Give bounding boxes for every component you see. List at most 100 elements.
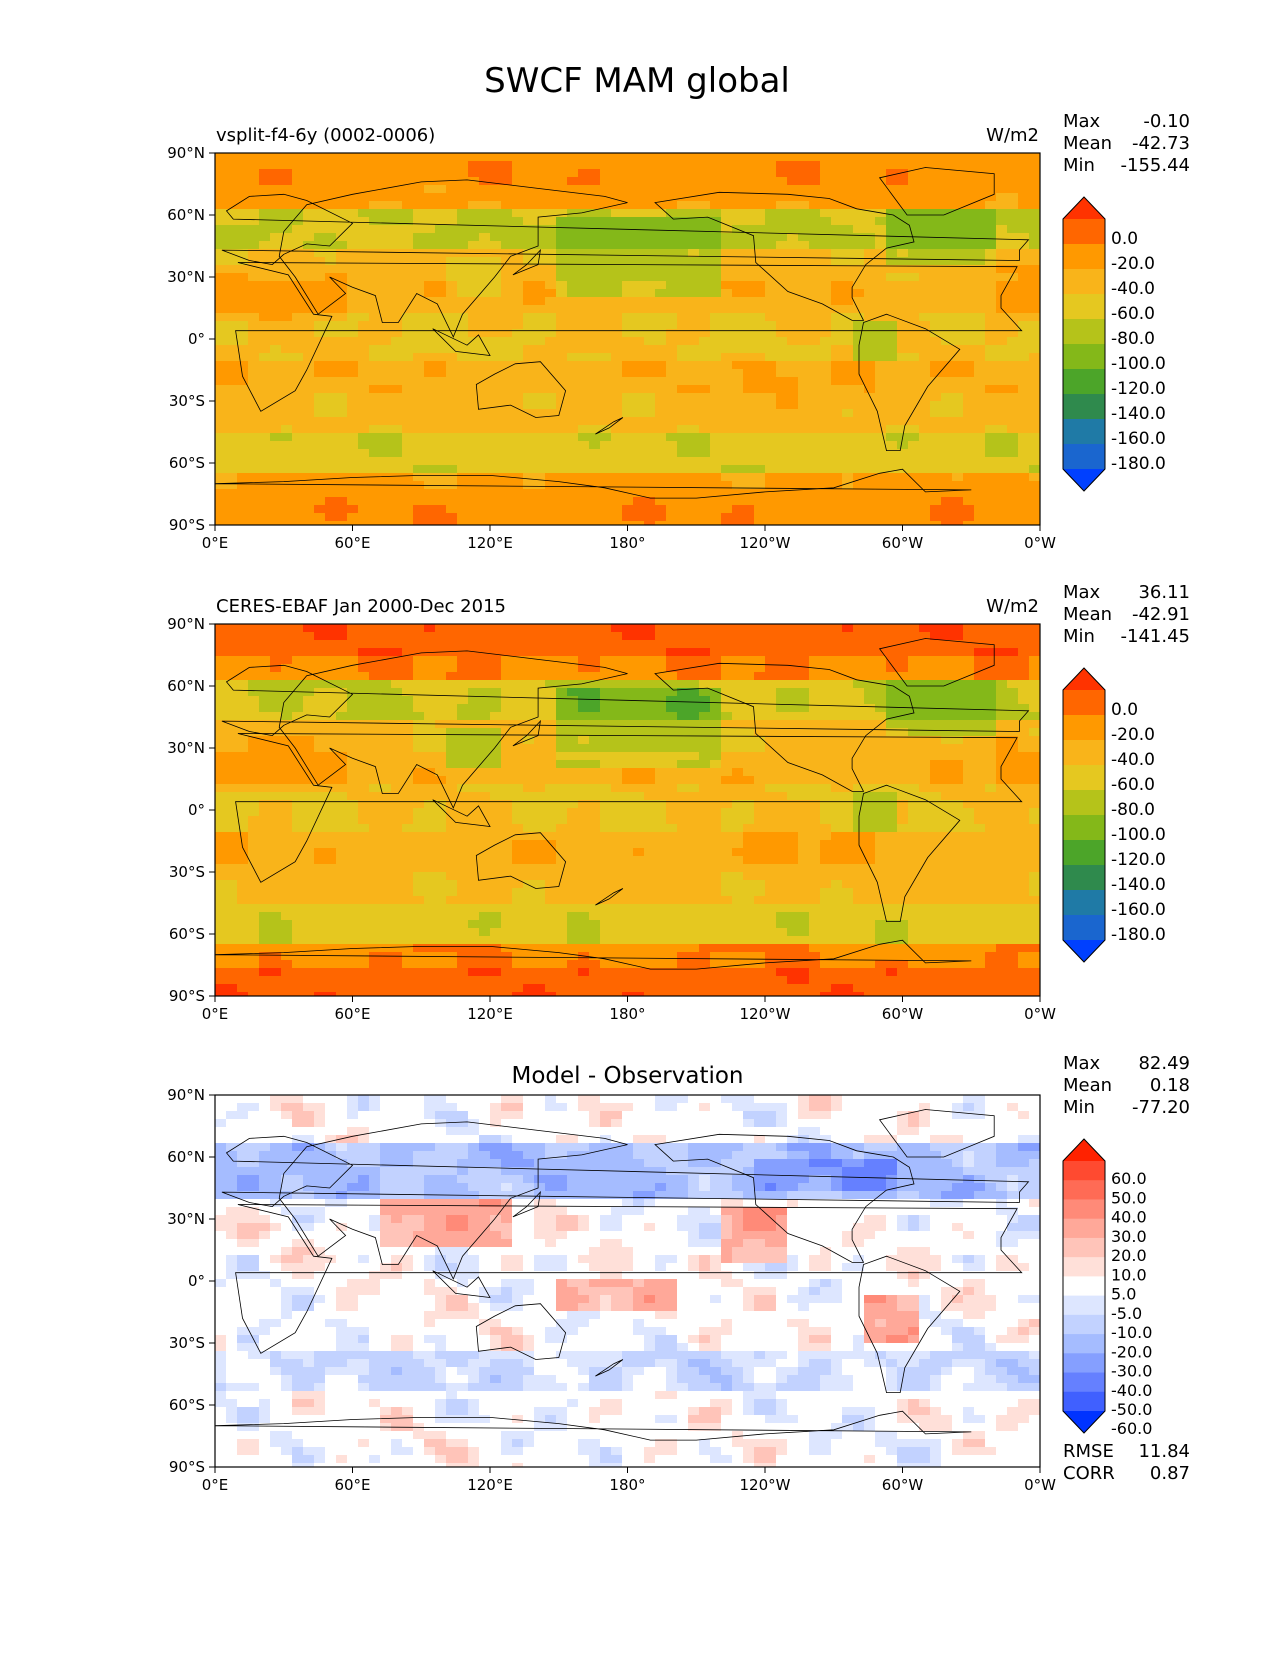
stat-value: -141.45 [1121,626,1190,647]
map-field [215,153,1041,530]
colorbar-swatch [1063,668,1105,690]
stat-label: Min [1063,1097,1095,1118]
colorbar-swatch [1063,394,1105,419]
colorbar-swatch [1063,369,1105,394]
colorbar-tick-label: 0.0 [1111,229,1138,249]
colorbar-swatch [1063,715,1105,740]
colorbar-tick-label: -140.0 [1111,875,1166,895]
colorbar-swatch [1063,940,1105,962]
colorbar-tick-label: -40.0 [1111,750,1155,770]
colorbar-tick-label: 10.0 [1111,1265,1147,1284]
stat-label: Max [1063,1053,1101,1074]
colorbar-swatch [1063,1315,1105,1335]
footer-stat-label: CORR [1063,1463,1115,1484]
y-tick-label: 60°N [167,677,205,695]
colorbar-swatch [1063,790,1105,815]
colorbar-swatch [1063,1276,1105,1296]
colorbar-swatch [1063,469,1105,491]
colorbar: 0.0-20.0-40.0-60.0-80.0-100.0-120.0-140.… [1063,197,1166,491]
stat-value: -155.44 [1121,155,1190,176]
y-tick-label: 30°N [167,1210,205,1228]
x-tick-label: 120°W [740,534,791,552]
x-tick-label: 180° [609,1005,645,1023]
y-tick-label: 90°S [169,516,205,534]
colorbar-swatch [1063,815,1105,840]
colorbar-tick-label: 30.0 [1111,1227,1147,1246]
footer-stat-value: 0.87 [1150,1463,1190,1484]
stat-value: 36.11 [1138,582,1190,603]
colorbar-tick-label: -50.0 [1111,1400,1152,1419]
stat-label: Min [1063,626,1095,647]
footer-stat-value: 11.84 [1138,1441,1190,1462]
units-label: W/m2 [986,125,1039,146]
stat-value: 82.49 [1138,1053,1190,1074]
colorbar-swatch [1063,740,1105,765]
colorbar-tick-label: -80.0 [1111,800,1155,820]
y-tick-label: 90°S [169,1458,205,1476]
colorbar-tick-label: -160.0 [1111,429,1166,449]
y-tick-label: 60°N [167,206,205,224]
colorbar-swatch [1063,1238,1105,1258]
panel-title: Model - Observation [511,1063,743,1089]
x-tick-label: 120°W [740,1005,791,1023]
y-tick-label: 90°N [167,144,205,162]
colorbar-swatch [1063,244,1105,269]
colorbar-swatch [1063,319,1105,344]
colorbar-tick-label: -60.0 [1111,304,1155,324]
stat-label: Mean [1063,133,1112,154]
colorbar-swatch [1063,269,1105,294]
x-tick-label: 120°E [467,1476,513,1494]
panel-title: CERES-EBAF Jan 2000-Dec 2015 [216,596,506,617]
colorbar-tick-label: -140.0 [1111,404,1166,424]
y-tick-label: 0° [188,1272,205,1290]
x-tick-label: 60°W [882,1005,924,1023]
stat-value: 0.18 [1150,1075,1190,1096]
colorbar-swatch [1063,690,1105,715]
colorbar-swatch [1063,1296,1105,1316]
colorbar-tick-label: -40.0 [1111,279,1155,299]
colorbar-tick-label: 60.0 [1111,1169,1147,1188]
stat-label: Max [1063,111,1101,132]
stat-label: Max [1063,582,1101,603]
colorbar-tick-label: -120.0 [1111,850,1166,870]
colorbar-swatch [1063,1139,1105,1161]
colorbar-swatch [1063,219,1105,244]
stat-value: -0.10 [1143,111,1190,132]
units-label: W/m2 [986,596,1039,617]
x-tick-label: 0°W [1024,1005,1056,1023]
map-field [215,624,1041,1001]
colorbar-tick-label: -40.0 [1111,1381,1152,1400]
colorbar-tick-label: -20.0 [1111,1342,1152,1361]
colorbar-tick-label: 5.0 [1111,1285,1136,1304]
x-tick-label: 180° [609,534,645,552]
y-tick-label: 90°N [167,615,205,633]
y-tick-label: 0° [188,801,205,819]
x-tick-label: 0°E [202,1476,229,1494]
colorbar-swatch [1063,1219,1105,1239]
colorbar-tick-label: -180.0 [1111,925,1166,945]
x-tick-label: 60°E [334,1476,370,1494]
colorbar-swatch [1063,915,1105,940]
colorbar-tick-label: -20.0 [1111,725,1155,745]
x-tick-label: 60°W [882,1476,924,1494]
colorbar-tick-label: -180.0 [1111,454,1166,474]
colorbar-tick-label: 20.0 [1111,1246,1147,1265]
x-tick-label: 120°E [467,534,513,552]
colorbar-tick-label: -5.0 [1111,1304,1142,1323]
colorbar-tick-label: -120.0 [1111,379,1166,399]
y-tick-label: 0° [188,330,205,348]
colorbar-tick-label: 40.0 [1111,1208,1147,1227]
colorbar-tick-label: -160.0 [1111,900,1166,920]
y-tick-label: 30°S [169,392,205,410]
colorbar: 60.050.040.030.020.010.05.0-5.0-10.0-20.… [1063,1139,1152,1438]
colorbar-swatch [1063,765,1105,790]
colorbar-swatch [1063,344,1105,369]
x-tick-label: 120°W [740,1476,791,1494]
colorbar-tick-label: 0.0 [1111,700,1138,720]
x-tick-label: 120°E [467,1005,513,1023]
colorbar-tick-label: -60.0 [1111,1419,1152,1438]
